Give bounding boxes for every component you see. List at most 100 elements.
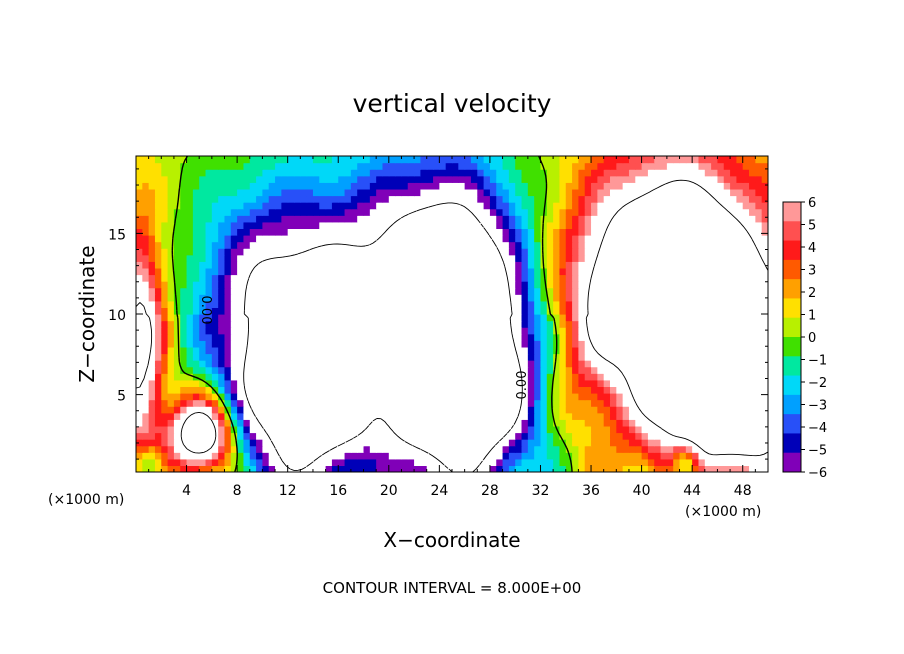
heatmap-cell [420, 261, 428, 269]
heatmap-cell [521, 379, 529, 388]
heatmap-cell [445, 195, 453, 203]
heatmap-cell [717, 195, 725, 203]
heatmap-cell [464, 340, 472, 348]
heatmap-cell [591, 241, 598, 249]
heatmap-cell [477, 393, 485, 401]
heatmap-cell [616, 274, 624, 282]
heatmap-cell [426, 458, 434, 467]
heatmap-cell [508, 261, 516, 269]
heatmap-cell [679, 379, 687, 388]
heatmap-cell [477, 235, 485, 243]
heatmap-cell [534, 188, 542, 197]
heatmap-cell [445, 287, 453, 295]
heatmap-cell [205, 267, 213, 276]
heatmap-cell [685, 156, 693, 164]
heatmap-cell [173, 412, 181, 420]
heatmap-cell [350, 202, 358, 210]
heatmap-cell [660, 373, 668, 381]
heatmap-cell [553, 307, 561, 315]
heatmap-cell [287, 221, 295, 230]
heatmap-cell [148, 162, 156, 170]
heatmap-cell [445, 300, 453, 309]
heatmap-cell [363, 406, 371, 414]
heatmap-cell [275, 379, 282, 388]
heatmap-cell [553, 261, 561, 269]
heatmap-cell [698, 346, 706, 355]
heatmap-cell [173, 281, 181, 289]
heatmap-cell [723, 156, 731, 164]
heatmap-cell [420, 228, 428, 236]
heatmap-cell [224, 162, 232, 170]
heatmap-cell [521, 248, 529, 256]
heatmap-cell [654, 320, 662, 328]
heatmap-cell [357, 327, 365, 335]
heatmap-cell [287, 458, 295, 467]
heatmap-cell [553, 221, 561, 230]
heatmap-cell [635, 419, 643, 427]
heatmap-cell [331, 386, 339, 394]
heatmap-cell [338, 419, 346, 427]
heatmap-cell [628, 412, 636, 420]
heatmap-cell [249, 465, 257, 472]
heatmap-cell [249, 445, 257, 453]
heatmap-cell [660, 327, 668, 335]
heatmap-cell [610, 300, 617, 309]
heatmap-cell [761, 360, 768, 368]
heatmap-cell [268, 419, 276, 427]
heatmap-cell [647, 445, 655, 453]
heatmap-cell [376, 333, 384, 341]
heatmap-cell [616, 458, 624, 467]
heatmap-cell [521, 175, 529, 183]
heatmap-cell [679, 452, 687, 460]
heatmap-cell [319, 287, 327, 295]
heatmap-cell [736, 353, 744, 361]
heatmap-cell [730, 327, 737, 335]
heatmap-cell [268, 307, 276, 315]
y-tick-label: 15 [108, 227, 126, 243]
heatmap-cell [344, 215, 352, 223]
heatmap-cell [350, 261, 358, 269]
heatmap-cell [382, 300, 390, 309]
heatmap-cell [388, 241, 396, 249]
heatmap-cell [496, 452, 504, 460]
heatmap-cell [483, 373, 491, 381]
heatmap-cell [357, 346, 365, 355]
heatmap-cell [483, 445, 491, 453]
heatmap-cell [281, 439, 289, 447]
heatmap-cell [275, 412, 282, 420]
heatmap-cell [673, 386, 681, 394]
heatmap-cell [275, 327, 282, 335]
heatmap-cell [224, 248, 232, 256]
heatmap-cell [312, 235, 320, 243]
heatmap-cell [521, 254, 529, 262]
heatmap-cell [439, 333, 447, 341]
heatmap-cell [426, 406, 434, 414]
heatmap-cell [142, 327, 150, 335]
heatmap-cell [483, 346, 491, 355]
heatmap-cell [243, 320, 251, 328]
heatmap-cell [647, 261, 655, 269]
heatmap-cell [660, 202, 668, 210]
heatmap-cell [331, 208, 339, 216]
heatmap-cell [508, 432, 516, 440]
heatmap-cell [540, 228, 548, 236]
heatmap-cell [161, 373, 169, 381]
heatmap-cell [527, 228, 535, 236]
heatmap-cell [407, 228, 415, 236]
heatmap-cell [584, 162, 592, 170]
heatmap-cell [584, 406, 592, 414]
heatmap-cell [243, 202, 251, 210]
heatmap-cell [357, 393, 365, 401]
heatmap-cell [161, 360, 169, 368]
heatmap-cell [357, 215, 365, 223]
heatmap-cell [622, 346, 630, 355]
heatmap-cell [369, 320, 377, 328]
heatmap-cell [401, 307, 409, 315]
heatmap-cell [439, 340, 447, 348]
heatmap-cell [357, 254, 365, 262]
heatmap-cell [142, 425, 150, 434]
heatmap-cell [616, 360, 624, 368]
heatmap-cell [452, 333, 459, 341]
heatmap-cell [546, 208, 554, 216]
heatmap-cell [262, 465, 270, 472]
